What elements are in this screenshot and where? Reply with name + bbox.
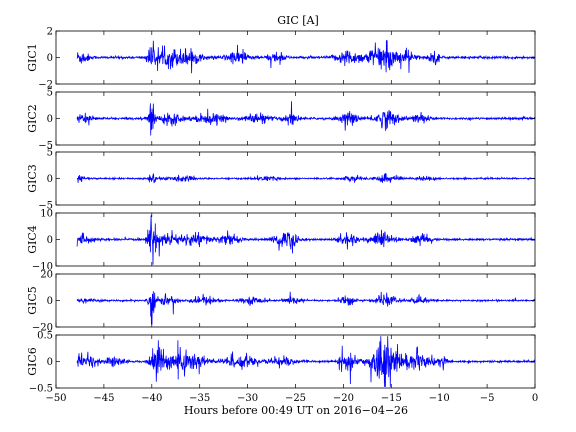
xtick-label: 0	[532, 393, 538, 404]
ytick-label: 10	[40, 209, 53, 220]
ytick-label: 5	[47, 88, 53, 99]
panel-2: −5 0 5 GIC2	[26, 88, 536, 152]
gic5-ylabel: GIC5	[26, 286, 39, 315]
ytick-label: 0	[47, 53, 53, 64]
ytick-label: 0	[47, 357, 53, 368]
ytick-label: −2	[38, 80, 53, 91]
gic2-trace	[76, 101, 536, 136]
panel-3: −5 0 5 GIC3	[26, 148, 536, 212]
ytick-label: −10	[32, 262, 53, 273]
ytick-label: 0	[47, 114, 53, 125]
x-axis: −50 −45 −40 −35 −30 −25 −20 −15 −10 −5 0	[45, 393, 538, 404]
xtick-label: −45	[93, 393, 114, 404]
xtick-label: −40	[141, 393, 162, 404]
chart-title: GIC [A]	[277, 14, 319, 27]
gic6-ylabel: GIC6	[26, 347, 39, 376]
xtick-label: −20	[333, 393, 354, 404]
gic5-trace	[76, 291, 536, 325]
x-axis-label: Hours before 00:49 UT on 2016−04−26	[184, 404, 408, 417]
panels-group: −202GIC1−505GIC2−505GIC3−10010GIC4−20020…	[26, 27, 536, 395]
ytick-label: 0	[47, 235, 53, 246]
ytick-label: 0	[47, 296, 53, 307]
gic6-trace	[76, 336, 536, 387]
gic2-ylabel: GIC2	[26, 104, 39, 133]
ytick-label: −0.5	[29, 384, 53, 395]
gic1-trace	[76, 40, 536, 74]
xtick-label: −5	[480, 393, 495, 404]
ytick-label: 20	[40, 270, 53, 281]
ytick-label: 5	[47, 148, 53, 159]
xtick-label: −10	[429, 393, 450, 404]
panel-1: −2 0 2 GIC1	[26, 27, 536, 91]
ytick-label: −20	[32, 323, 53, 334]
xtick-label: −25	[285, 393, 306, 404]
ytick-label: 0	[47, 174, 53, 185]
xtick-label: −30	[237, 393, 258, 404]
ytick-label: 2	[47, 27, 53, 38]
ytick-label: 0.5	[37, 331, 53, 342]
gic3-ylabel: GIC3	[26, 164, 39, 193]
ytick-label: −5	[38, 141, 53, 152]
gic4-ylabel: GIC4	[26, 225, 39, 254]
gic1-ylabel: GIC1	[26, 43, 39, 72]
xtick-label: −15	[381, 393, 402, 404]
panel-6: −0.5 0 0.5 GIC6	[26, 331, 536, 395]
ytick-label: −5	[38, 201, 53, 212]
xtick-label: −35	[189, 393, 210, 404]
xtick-label: −50	[45, 393, 66, 404]
gic4-trace	[76, 215, 536, 265]
gic3-trace	[76, 173, 536, 184]
